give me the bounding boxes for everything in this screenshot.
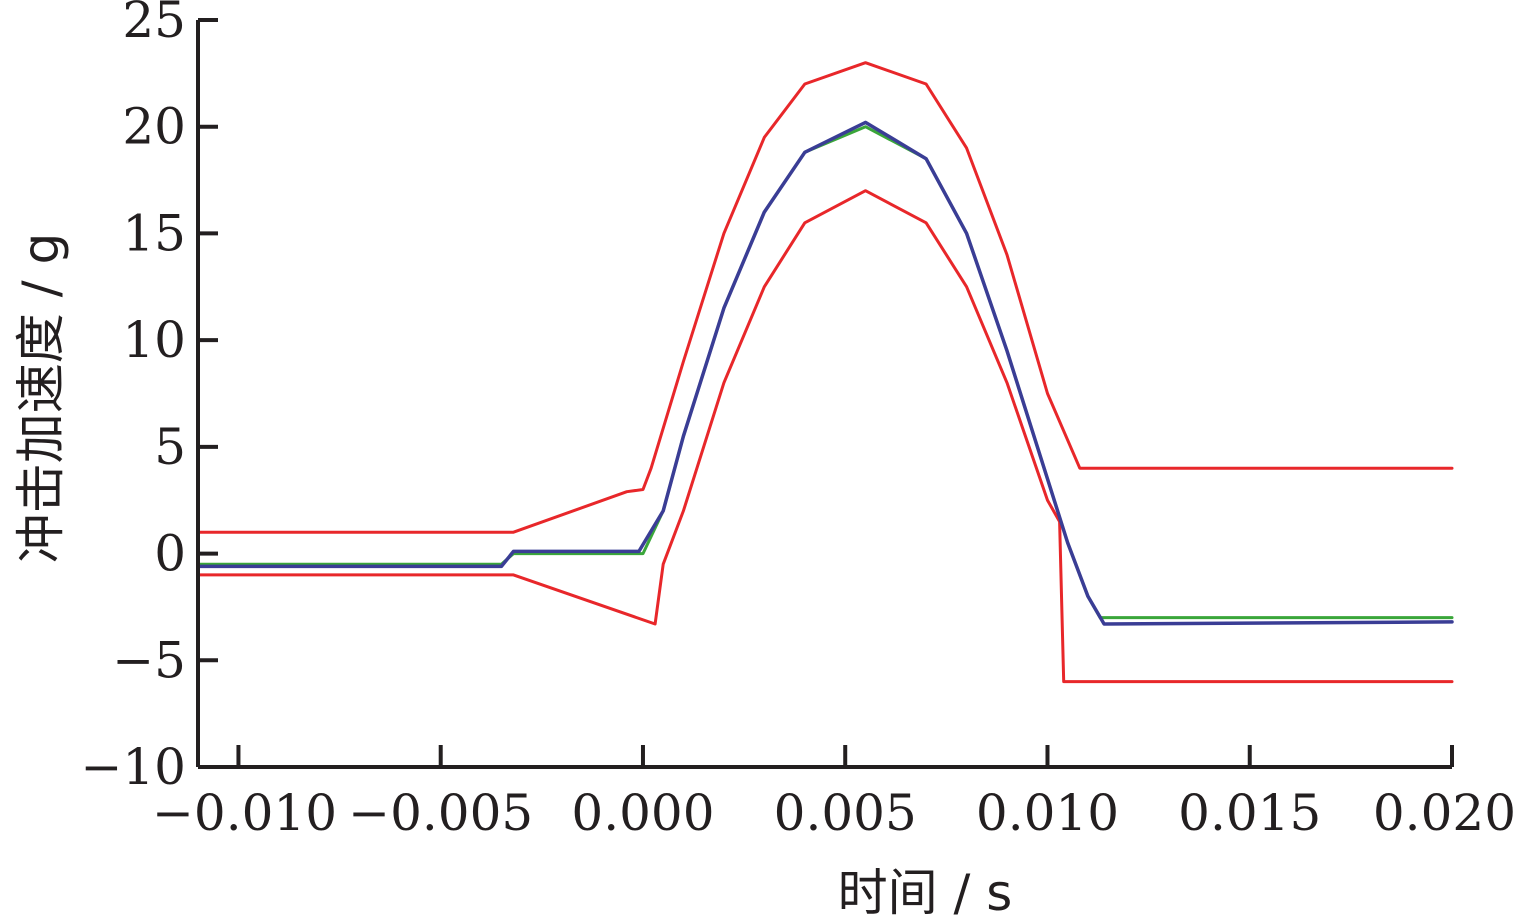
y-tick-label: −10 [80, 738, 186, 796]
x-tick-label: 0.015 [1178, 784, 1321, 842]
measured-pulse-line [196, 120, 1454, 626]
x-tick-label: 0.000 [571, 784, 714, 842]
lower-tolerance-line [196, 189, 1454, 684]
axes-layer [196, 20, 1452, 769]
x-tick-label: 0.005 [774, 784, 917, 842]
y-tick-label: 0 [154, 525, 186, 583]
y-tick-label: 20 [122, 98, 186, 156]
x-tick-label: 0.010 [976, 784, 1119, 842]
y-tick-label: −5 [112, 631, 186, 689]
x-tick-label: 0.020 [1373, 784, 1516, 842]
y-tick-label: 15 [122, 204, 186, 262]
reference-pulse-line [196, 125, 1454, 620]
upper-tolerance-line [196, 61, 1454, 534]
x-axis-label: 时间 / s [838, 864, 1013, 919]
ticks-layer: −10 −5 0 5 10 15 20 25 −0.010 −0.005 0.000 0.005 0.0… [80, 0, 1516, 842]
x-tick-label: −0.010 [152, 784, 337, 842]
y-tick-label: 10 [122, 311, 186, 369]
y-axis-label: 冲击加速度 / g [12, 233, 70, 563]
x-tick-label: −0.005 [348, 784, 533, 842]
y-tick-label: 5 [154, 418, 186, 476]
series-layer [196, 61, 1454, 684]
y-tick-label: 25 [122, 0, 186, 49]
